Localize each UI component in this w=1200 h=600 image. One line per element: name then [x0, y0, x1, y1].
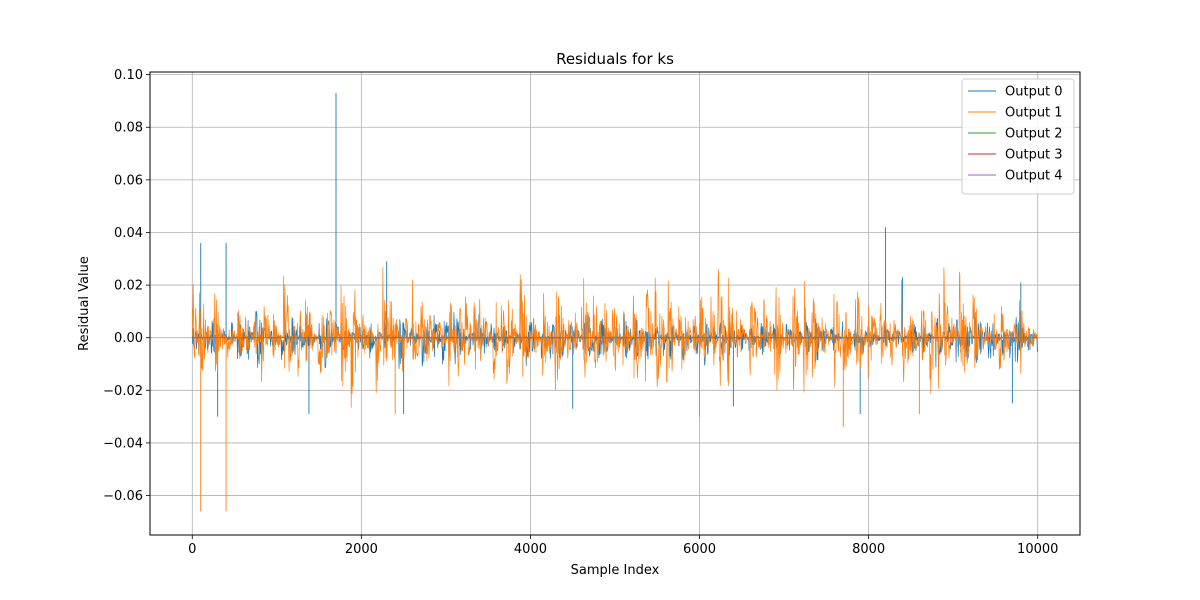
series-line-1	[191, 267, 1038, 408]
x-tick-label-0: 0	[188, 542, 196, 557]
axis-ticks: 0 2000 4000 6000 8000 10000 −0.06 −0.04 −0.02 0.0…	[103, 68, 1058, 557]
x-tick-label-5: 10000	[1017, 542, 1058, 557]
y-tick-label-2: −0.02	[103, 384, 143, 399]
legend-label-3: Output 3	[1005, 148, 1063, 163]
y-tick-label-4: 0.02	[114, 279, 143, 294]
series-lines	[191, 93, 1039, 512]
y-axis-title: Residual Value	[77, 256, 92, 351]
axes-frame	[149, 71, 1081, 536]
legend: Output 0 Output 1 Output 2 Output 3 Output 4	[961, 78, 1075, 195]
x-tick-label-4: 8000	[852, 542, 885, 557]
y-tick-label-7: 0.08	[114, 121, 143, 136]
series-1	[191, 267, 1038, 512]
legend-label-4: Output 4	[1005, 169, 1063, 184]
y-tick-label-1: −0.04	[103, 436, 143, 451]
y-tick-label-8: 0.10	[114, 68, 143, 83]
series-line-4	[191, 336, 1038, 339]
grid-lines	[150, 72, 1080, 535]
chart-title: Residuals for ks	[556, 50, 674, 68]
y-tick-label-6: 0.06	[114, 173, 143, 188]
x-axis-title: Sample Index	[571, 563, 660, 578]
legend-label-1: Output 1	[1005, 106, 1063, 121]
x-tick-label-2: 4000	[514, 542, 547, 557]
series-4	[191, 336, 1038, 339]
y-tick-label-3: 0.00	[114, 331, 143, 346]
x-tick-label-3: 6000	[683, 542, 716, 557]
x-tick-label-1: 2000	[345, 542, 378, 557]
legend-box	[961, 78, 1075, 195]
legend-label-0: Output 0	[1005, 85, 1063, 100]
y-tick-label-5: 0.04	[114, 226, 143, 241]
y-tick-label-0: −0.06	[103, 489, 143, 504]
legend-label-2: Output 2	[1005, 127, 1063, 142]
